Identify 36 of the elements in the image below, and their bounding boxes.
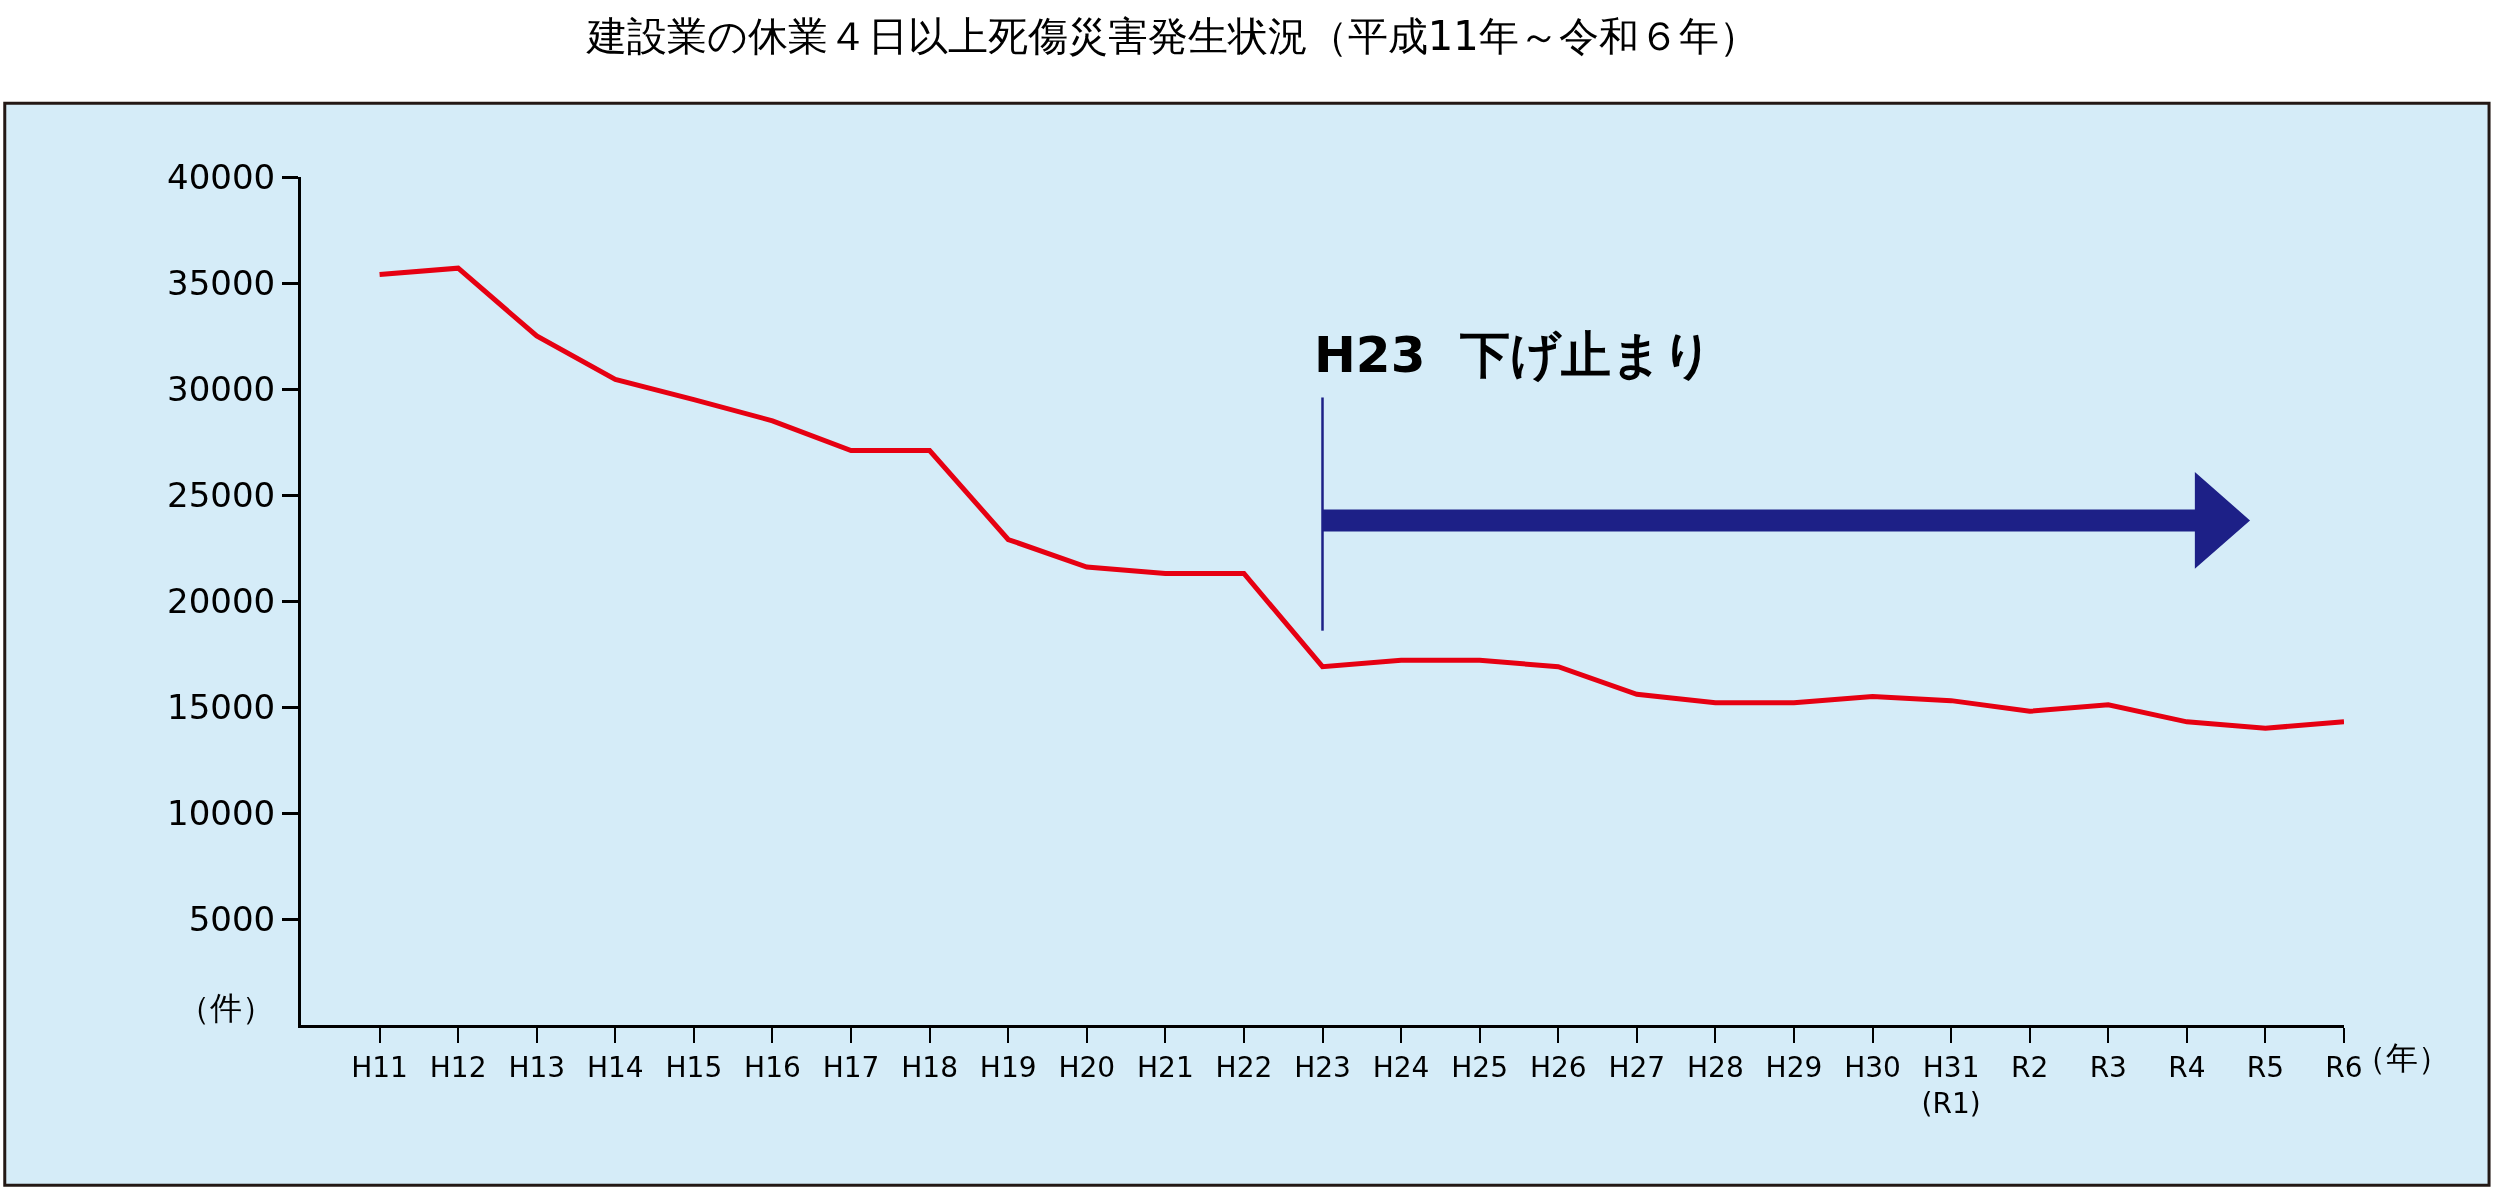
y-tick-label: 15000 <box>167 686 276 727</box>
x-tick-label: H14 <box>586 1050 644 1084</box>
annotation: H23 下げ止まり <box>1314 326 1714 384</box>
x-tick-label: H17 <box>822 1050 880 1084</box>
y-tick-label: 10000 <box>167 792 276 833</box>
y-tick-label: 35000 <box>167 262 276 303</box>
x-tick-label: R2 <box>2011 1050 2049 1084</box>
x-tick-label: R4 <box>2168 1050 2206 1084</box>
x-tick-label: H27 <box>1608 1050 1666 1084</box>
x-tick-label: H24 <box>1372 1050 1430 1084</box>
x-tick-label: H13 <box>508 1050 566 1084</box>
x-tick-label: H29 <box>1765 1050 1823 1084</box>
y-tick-label: 30000 <box>167 368 276 409</box>
x-tick-label: H31 (R1) <box>1921 1050 1981 1120</box>
x-tick-label: H23 <box>1294 1050 1351 1084</box>
x-tick-label: H15 <box>665 1050 723 1084</box>
x-tick-label: R3 <box>2089 1050 2127 1084</box>
y-tick-label: 20000 <box>167 580 276 621</box>
x-tick-label: H18 <box>901 1050 958 1084</box>
x-tick-label: H26 <box>1529 1050 1587 1084</box>
x-tick-label: H11 <box>351 1050 408 1084</box>
x-tick-label: H21 <box>1137 1050 1194 1084</box>
y-axis-title: （件） <box>178 989 274 1027</box>
y-tick-label: 5000 <box>188 898 276 939</box>
y-tick-label: 40000 <box>167 156 276 197</box>
x-tick-label: H16 <box>744 1050 801 1084</box>
chart-title: 建設業の休業４日以上死傷災害発生状況（平成11年～令和６年） <box>585 12 1759 59</box>
y-tick-label: 25000 <box>167 474 276 515</box>
x-tick-label: H20 <box>1058 1050 1116 1084</box>
x-tick-label: R5 <box>2246 1050 2285 1084</box>
x-tick-label: H28 <box>1687 1050 1744 1084</box>
x-tick-label: H30 <box>1844 1050 1901 1084</box>
x-tick-label: H22 <box>1215 1050 1273 1084</box>
x-tick-label: H12 <box>429 1050 487 1084</box>
x-tick-label: H25 <box>1451 1050 1508 1084</box>
x-tick-label: H19 <box>979 1050 1037 1084</box>
